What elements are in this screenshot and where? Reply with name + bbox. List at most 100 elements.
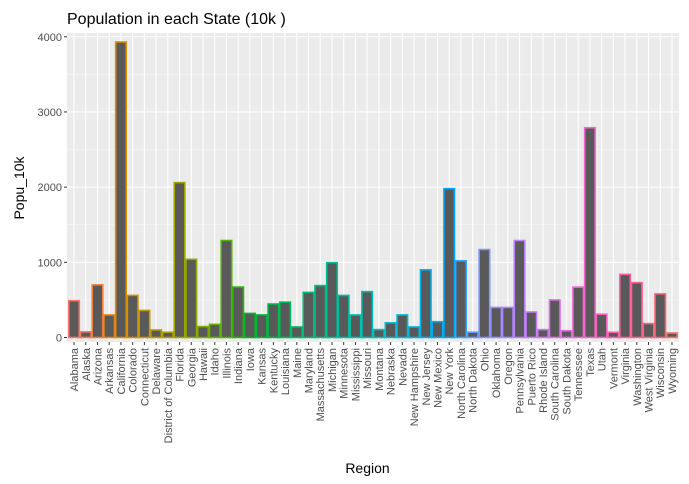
y-tick-label: 2000	[38, 182, 62, 194]
bar-hawaii	[196, 325, 210, 339]
x-tick-label: Puerto Rico	[526, 348, 538, 405]
x-tick-label: New Jersey	[421, 348, 433, 406]
bar-north-dakota	[466, 331, 479, 339]
x-tick-label: Vermont	[608, 348, 620, 389]
bar-washington	[630, 281, 643, 339]
x-tick-label: Ohio	[479, 348, 491, 371]
x-tick-label: Maine	[292, 348, 304, 378]
bar-south-carolina	[548, 299, 561, 339]
x-tick-label: Arkansas	[104, 348, 116, 394]
bar-arkansas	[103, 314, 116, 339]
bar-indiana	[232, 286, 245, 339]
bar-florida	[173, 181, 186, 339]
bar-nevada	[396, 314, 409, 339]
x-tick-label: Michigan	[327, 348, 339, 392]
x-tick-label: North Carolina	[456, 347, 468, 419]
x-tick-label: Massachusetts	[315, 348, 327, 422]
bar-alabama	[67, 299, 81, 339]
bar-mississippi	[349, 314, 362, 339]
bar-virginia	[618, 273, 632, 339]
bar-iowa	[243, 312, 256, 339]
x-tick-label: Montana	[374, 347, 386, 391]
x-tick-label: Kansas	[257, 348, 269, 385]
bar-north-carolina	[454, 260, 468, 339]
x-tick-label: Georgia	[186, 347, 198, 387]
y-axis: 0 1000 2000 3000 4000	[38, 32, 67, 344]
x-tick-label: West Virginia	[644, 347, 656, 412]
bar-oklahoma	[490, 306, 503, 339]
bar-rhode-island	[536, 328, 550, 339]
x-tick-label: Oklahoma	[491, 347, 503, 398]
chart-title: Population in each State (10k )	[67, 11, 286, 28]
bar-missouri	[361, 290, 374, 339]
bar-tennessee	[572, 286, 585, 339]
x-tick-label: Oregon	[503, 348, 515, 385]
bar-utah	[595, 313, 608, 339]
bar-delaware	[150, 329, 163, 339]
bar-wyoming	[665, 332, 679, 339]
x-axis-title: Region	[345, 460, 389, 476]
bar-vermont	[607, 331, 620, 339]
bar-minnesota	[337, 294, 350, 339]
x-tick-label: Virginia	[620, 347, 632, 384]
x-tick-label: Tennessee	[573, 348, 585, 401]
x-tick-label: Rhode Island	[538, 348, 550, 413]
bar-kentucky	[267, 303, 280, 339]
bar-west-virginia	[642, 322, 655, 339]
x-tick-label: Wisconsin	[655, 348, 667, 398]
x-tick-label: Missouri	[362, 348, 374, 389]
x-tick-label: Alaska	[81, 347, 93, 381]
x-tick-label: Pennsylvania	[515, 347, 527, 413]
x-tick-label: Delaware	[151, 348, 163, 394]
x-tick-label: Colorado	[128, 348, 140, 393]
bar-georgia	[185, 258, 198, 339]
x-tick-label: Alabama	[69, 347, 81, 391]
x-tick-label: Kentucky	[268, 348, 280, 394]
x-tick-label: Indiana	[233, 347, 245, 384]
bar-maine	[290, 326, 303, 339]
x-tick-label: Hawaii	[198, 348, 210, 381]
x-tick-label: District of Columbia	[163, 347, 175, 443]
bar-wisconsin	[654, 293, 667, 339]
bar-idaho	[208, 323, 221, 339]
bar-illinois	[220, 239, 233, 339]
x-tick-label: South Dakota	[561, 347, 573, 415]
bars	[67, 41, 679, 339]
bar-puerto-rico	[525, 311, 538, 339]
x-tick-label: Connecticut	[139, 348, 151, 406]
y-tick-label: 0	[56, 332, 62, 344]
x-tick-label: Iowa	[245, 347, 257, 371]
bar-michigan	[325, 261, 339, 339]
x-tick-label: Idaho	[210, 348, 222, 376]
bar-arizona	[91, 284, 104, 339]
bar-colorado	[126, 294, 139, 339]
bar-pennsylvania	[513, 239, 526, 339]
bar-louisiana	[278, 301, 292, 339]
x-tick-label: New York	[444, 348, 456, 395]
bar-kansas	[255, 314, 268, 339]
x-tick-label: Washington	[632, 348, 644, 406]
x-tick-label: California	[116, 347, 128, 394]
x-tick-label: Louisiana	[280, 347, 292, 395]
bar-new-jersey	[419, 269, 432, 339]
x-tick-label: Maryland	[304, 348, 316, 393]
bar-maryland	[302, 291, 315, 339]
x-tick-label: Mississippi	[350, 348, 362, 401]
x-tick-label: Nevada	[397, 347, 409, 386]
x-tick-label: South Carolina	[550, 347, 562, 421]
y-tick-label: 1000	[38, 257, 62, 269]
x-tick-label: Wyoming	[667, 348, 679, 394]
bar-nebraska	[384, 322, 397, 339]
bar-montana	[372, 328, 385, 339]
y-tick-label: 3000	[38, 107, 62, 119]
x-tick-label: Minnesota	[339, 347, 351, 399]
bar-new-mexico	[431, 320, 444, 339]
x-tick-label: Florida	[175, 347, 187, 382]
y-tick-label: 4000	[38, 32, 62, 44]
x-tick-label: North Dakota	[468, 347, 480, 413]
x-tick-label: Nebraska	[386, 347, 398, 395]
x-tick-label: Arizona	[92, 347, 104, 385]
x-axis: Alabama Alaska Arizona Arkansas California Co…	[69, 342, 679, 443]
